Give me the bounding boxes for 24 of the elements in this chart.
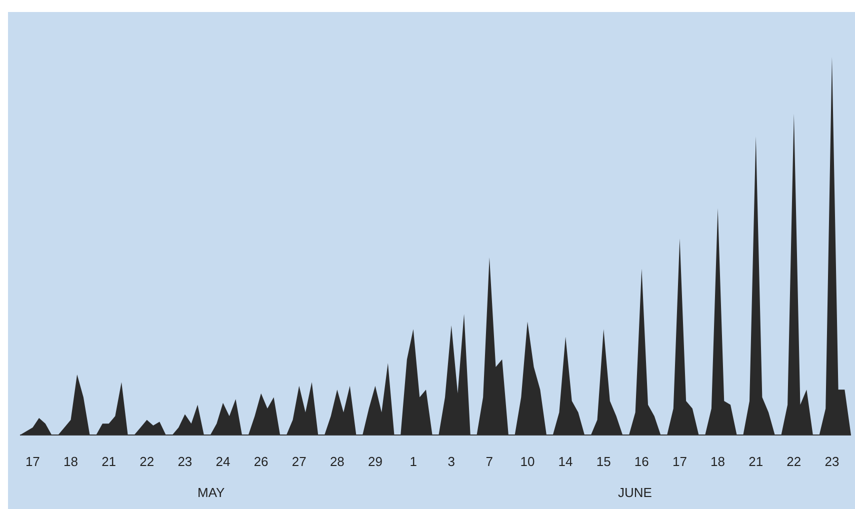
- x-tick-label: 17: [672, 454, 687, 470]
- x-tick-label: 29: [368, 454, 382, 470]
- x-tick-label: 23: [824, 454, 840, 470]
- x-tick-label: 21: [102, 454, 116, 470]
- x-tick-label: 3: [448, 454, 455, 470]
- x-tick-label: 16: [634, 454, 649, 470]
- x-tick-label: 10: [520, 454, 535, 470]
- x-tick-label: 27: [292, 454, 306, 470]
- x-tick-label: 22: [786, 454, 802, 470]
- x-tick-label: 24: [216, 454, 230, 470]
- x-tick-label: 15: [596, 454, 611, 470]
- text: MAY: [198, 485, 226, 500]
- x-tick-label: 21: [748, 454, 764, 470]
- x-tick-label: 22: [140, 454, 154, 470]
- x-tick-label: 1: [410, 454, 417, 470]
- x-tick-label: 7: [486, 454, 494, 470]
- x-tick-label: 14: [558, 454, 573, 470]
- x-tick-label: 26: [254, 454, 268, 470]
- x-tick-label: 17: [25, 454, 40, 470]
- x-tick-label: 18: [710, 454, 726, 470]
- text: JUNE: [618, 485, 652, 500]
- x-tick-label: 18: [64, 454, 78, 470]
- x-tick-label: 23: [178, 454, 192, 470]
- x-tick-label: 28: [330, 454, 344, 470]
